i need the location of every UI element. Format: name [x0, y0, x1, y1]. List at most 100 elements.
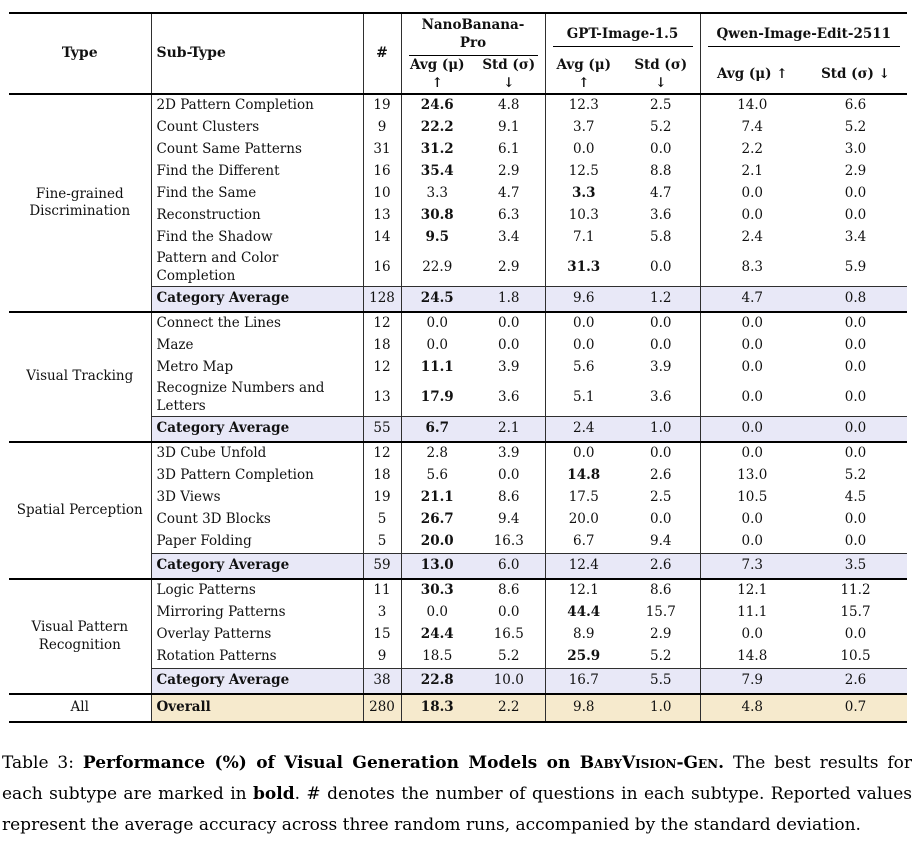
count-cell: 128 [363, 286, 402, 313]
table-body: Fine-grained Discrimination 2D Pattern Co… [9, 94, 908, 723]
avg-value: 35.4 [420, 163, 454, 180]
std-value: 5.8 [622, 227, 701, 249]
avg-value: 20.0 [420, 533, 454, 550]
std-value: 3.6 [622, 205, 701, 227]
avg-value: 22.9 [422, 258, 453, 275]
std-value: 0.0 [844, 626, 867, 643]
avg-value: 0.0 [573, 315, 595, 332]
std-value: 0.0 [844, 359, 867, 376]
avg-value: 0.0 [426, 337, 448, 354]
table-row: Fine-grained Discrimination 2D Pattern Co… [9, 94, 907, 313]
avg-value: 8.9 [573, 626, 595, 643]
std-value: 3.4 [844, 229, 867, 246]
std-value: 6.0 [473, 553, 546, 580]
subtype-cell: Count 3D Blocks [151, 509, 364, 531]
avg-value: 9.5 [425, 229, 450, 246]
table-row: Find the Different 16 35.4 2.9 12.5 8.8 2.1 2.9 [9, 161, 907, 183]
std-value: 0.0 [844, 207, 867, 224]
header-avg-qwen: Avg (μ) ↑ [700, 56, 804, 95]
avg-value: 21.1 [420, 489, 454, 506]
avg-value: 0.0 [741, 511, 763, 528]
count-cell: 9 [363, 117, 402, 139]
category-average-label: Category Average [151, 553, 364, 580]
std-value: 8.6 [622, 579, 701, 602]
type-cell: Fine-grained Discrimination [9, 94, 152, 313]
std-value: 5.2 [844, 119, 867, 136]
std-value: 3.9 [473, 442, 546, 465]
subtype-cell: 2D Pattern Completion [151, 94, 364, 117]
std-value: 2.5 [622, 94, 701, 117]
std-value: 2.5 [622, 487, 701, 509]
count-cell: 16 [363, 249, 402, 287]
std-value: 9.4 [622, 531, 701, 554]
count-cell: 280 [363, 693, 402, 723]
std-value: 9.4 [473, 509, 546, 531]
table-row: Reconstruction 13 30.8 6.3 10.3 3.6 0.0 0.0 [9, 205, 907, 227]
subtype-cell: Pattern and Color Completion [151, 249, 364, 287]
count-cell: 5 [363, 509, 402, 531]
subtype-cell: Metro Map [151, 357, 364, 379]
avg-value: 0.0 [426, 315, 448, 332]
std-value: 2.9 [622, 624, 701, 646]
std-value: 0.0 [473, 465, 546, 487]
std-value: 0.8 [804, 286, 908, 313]
count-cell: 12 [363, 442, 402, 465]
avg-value: 12.1 [568, 582, 599, 599]
avg-value: 0.0 [700, 416, 804, 443]
table-row: Visual Pattern Recognition Logic Patterns… [9, 579, 907, 695]
avg-value: 30.3 [420, 582, 454, 599]
avg-value: 2.4 [545, 416, 622, 443]
subtype-cell: Find the Different [151, 161, 364, 183]
avg-value: 4.7 [700, 286, 804, 313]
avg-value: 7.9 [700, 668, 804, 695]
table-row: Find the Shadow 14 9.5 3.4 7.1 5.8 2.4 3.4 [9, 227, 907, 249]
std-value: 1.2 [622, 286, 701, 313]
avg-value: 13.0 [737, 467, 768, 484]
std-value: 0.0 [622, 442, 701, 465]
table-row: Metro Map 12 11.1 3.9 5.6 3.9 0.0 0.0 [9, 357, 907, 379]
subtype-cell: Overlay Patterns [151, 624, 364, 646]
subtype-cell: 3D Views [151, 487, 364, 509]
avg-value: 24.4 [420, 626, 454, 643]
type-cell: Visual Pattern Recognition [9, 579, 152, 695]
table-row: Find the Same 10 3.3 4.7 3.3 4.7 0.0 0.0 [9, 183, 907, 205]
count-cell: 11 [363, 579, 402, 602]
subtype-cell: 3D Cube Unfold [151, 442, 364, 465]
type-cell: All [9, 693, 152, 723]
avg-value: 0.0 [573, 337, 595, 354]
std-value: 10.0 [473, 668, 546, 695]
header-model-gpt-image: GPT-Image-1.5 [545, 12, 701, 56]
category-average-row: Category Average 128 24.5 1.8 9.6 1.2 4.7 0.8 [9, 286, 908, 313]
std-value: 5.9 [844, 258, 867, 275]
std-value: 0.0 [844, 533, 867, 550]
std-value: 0.0 [622, 312, 701, 335]
std-value: 3.5 [804, 553, 908, 580]
std-value: 0.0 [844, 337, 867, 354]
subtype-cell: Mirroring Patterns [151, 602, 364, 624]
std-value: 0.0 [844, 185, 867, 202]
std-value: 15.7 [622, 602, 701, 624]
count-cell: 38 [363, 668, 402, 695]
std-value: 8.6 [473, 579, 546, 602]
table-row: Recognize Numbers and Letters 13 17.9 3.6 5.… [9, 379, 907, 417]
std-value: 0.0 [622, 335, 701, 357]
avg-value: 12.5 [568, 163, 599, 180]
avg-value: 0.0 [426, 604, 448, 621]
count-cell: 10 [363, 183, 402, 205]
std-value: 3.9 [622, 357, 701, 379]
avg-value: 7.3 [700, 553, 804, 580]
std-value: 10.5 [840, 648, 871, 665]
count-cell: 13 [363, 379, 402, 417]
avg-value: 0.0 [741, 533, 763, 550]
table-row: Count Same Patterns 31 31.2 6.1 0.0 0.0 2.2 3.0 [9, 139, 907, 161]
header-count: # [363, 12, 402, 95]
count-cell: 19 [363, 94, 402, 117]
subtype-cell: Find the Shadow [151, 227, 364, 249]
std-value: 2.9 [473, 249, 546, 287]
std-value: 4.8 [473, 94, 546, 117]
avg-value: 0.0 [573, 445, 595, 462]
table-row: Overlay Patterns 15 24.4 16.5 8.9 2.9 0.0 0.0 [9, 624, 907, 646]
overall-row: All Overall 280 18.3 2.2 9.8 1.0 4.8 0.7 [9, 693, 908, 723]
std-value: 2.6 [622, 465, 701, 487]
count-cell: 5 [363, 531, 402, 554]
